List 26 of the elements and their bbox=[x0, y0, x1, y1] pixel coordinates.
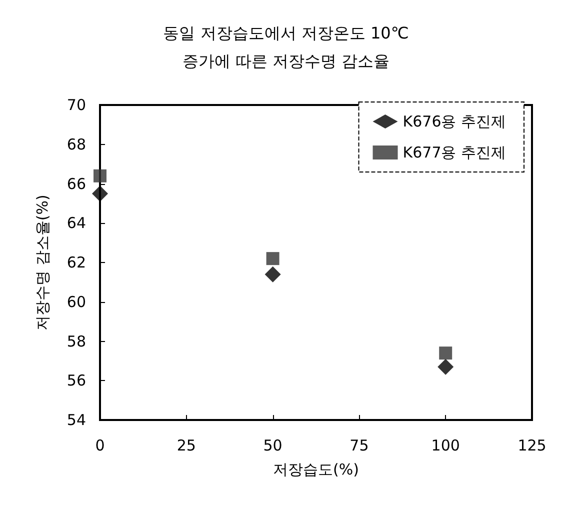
y-tick-label: 56 bbox=[66, 372, 86, 390]
x-tick-label: 0 bbox=[95, 436, 105, 454]
y-tick-label: 62 bbox=[66, 254, 86, 272]
x-tick-label: 75 bbox=[350, 436, 369, 454]
y-tick-label: 66 bbox=[66, 174, 86, 193]
point bbox=[439, 346, 452, 360]
point bbox=[438, 358, 454, 375]
x-axis-title: 저장습도(%) bbox=[273, 460, 359, 478]
x-tick-label: 25 bbox=[176, 436, 196, 454]
y-tick-label: 60 bbox=[66, 292, 86, 311]
point bbox=[92, 186, 108, 202]
y-tick-label: 54 bbox=[66, 411, 86, 429]
y-tick-label: 58 bbox=[66, 332, 86, 350]
x-tick-label: 125 bbox=[518, 436, 546, 454]
point bbox=[266, 252, 280, 266]
chart-title: 동일 저장습도에서 저장온도 10℃ 증가에 따른 저장수명 감소율 bbox=[163, 24, 409, 70]
y-tick-label: 70 bbox=[66, 96, 86, 114]
y-tick-label: 64 bbox=[66, 214, 86, 232]
y-tick-label: 68 bbox=[66, 135, 86, 154]
legend-label: K676용 추진제 bbox=[402, 112, 506, 130]
point bbox=[94, 169, 106, 182]
y-axis-title: 저장수명 감소율(%) bbox=[34, 194, 52, 330]
x-tick-label: 100 bbox=[431, 436, 460, 454]
point bbox=[264, 266, 281, 282]
legend-label: K677용 추진제 bbox=[402, 144, 506, 162]
x-tick-label: 50 bbox=[263, 436, 282, 454]
